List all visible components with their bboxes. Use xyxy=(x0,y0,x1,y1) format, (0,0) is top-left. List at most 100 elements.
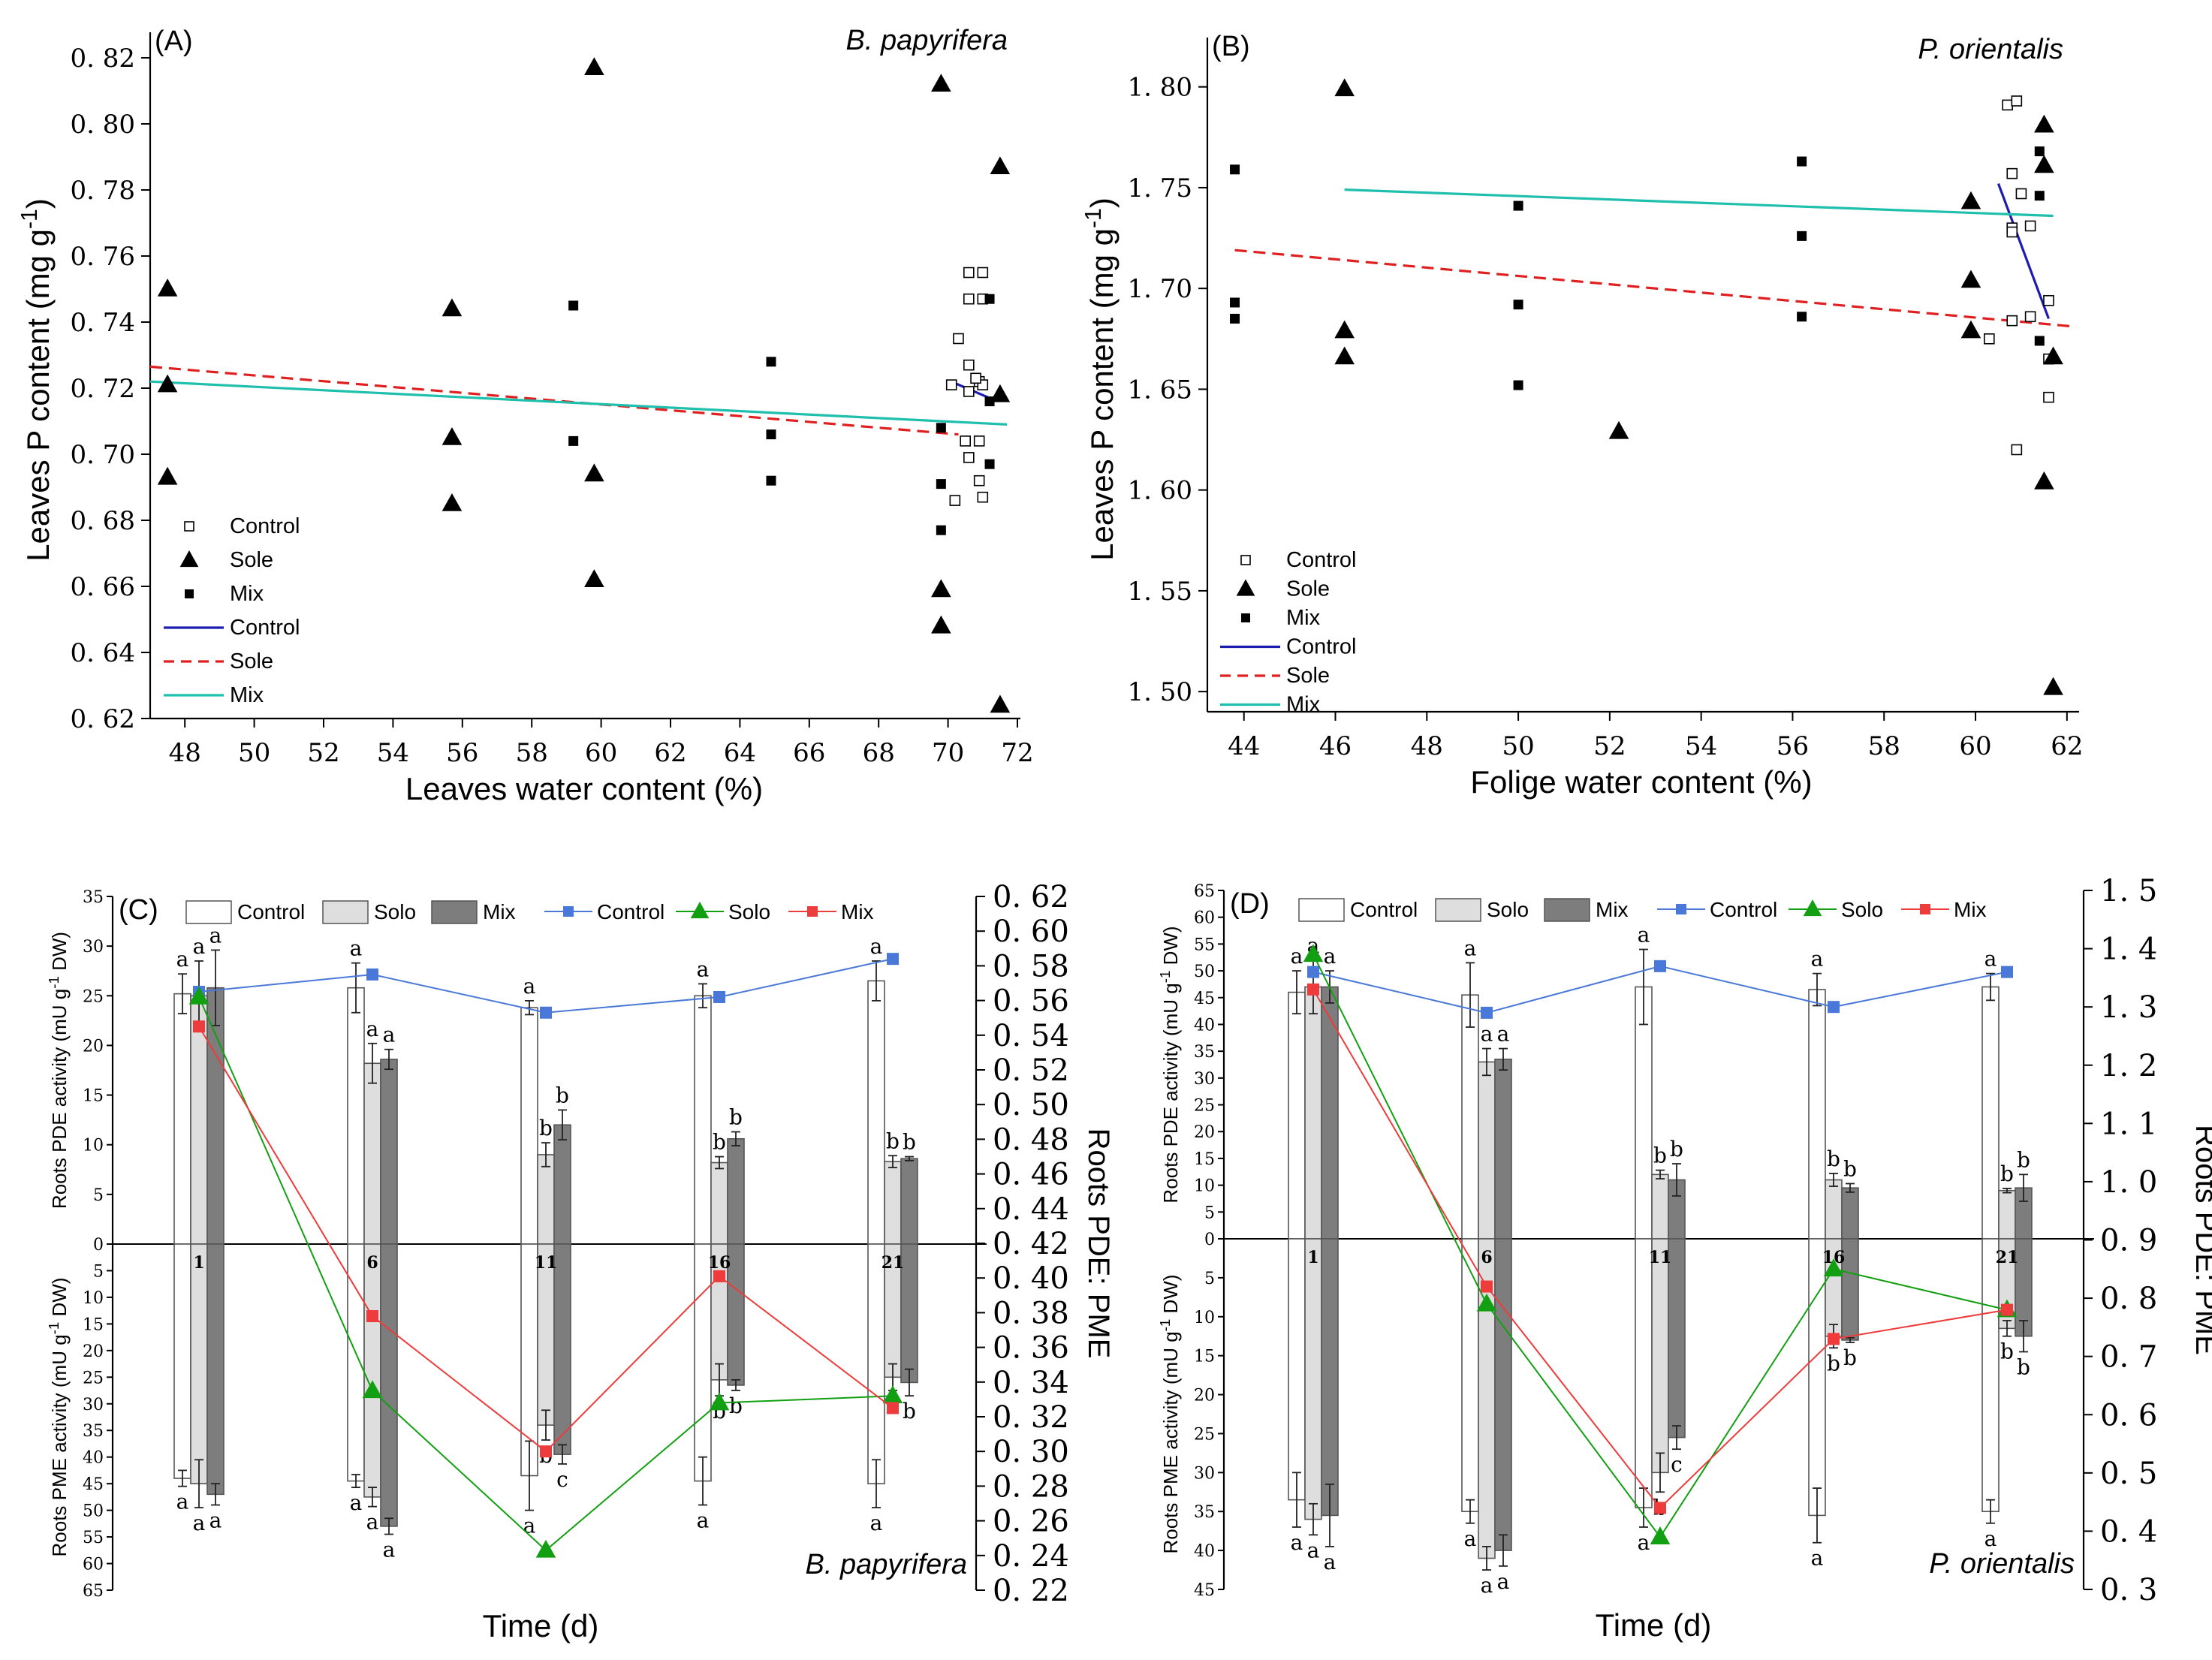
legend-label: Sole xyxy=(230,548,273,572)
right-tick-label: 0. 44 xyxy=(993,1192,1069,1227)
pme-significance-letter: a xyxy=(193,1511,206,1535)
y-tick-label: 0. 64 xyxy=(70,638,135,668)
ratio-axis-label: Roots PDE: PME xyxy=(1082,1128,1115,1359)
data-point-control xyxy=(953,333,964,345)
right-tick-label: 1. 3 xyxy=(2100,990,2157,1025)
right-tick-label: 1. 0 xyxy=(2100,1165,2157,1200)
pme-bar-solo xyxy=(190,1243,208,1484)
legend-swatch xyxy=(1435,898,1481,922)
x-tick-label: 46 xyxy=(1319,731,1352,761)
pme-axis-label: Roots PME activity (mU g-1 DW) xyxy=(1157,1274,1182,1553)
ratio-point-control xyxy=(887,953,899,966)
y-tick-label: 1. 70 xyxy=(1127,274,1192,304)
data-point-control xyxy=(2006,226,2018,238)
data-point-mix xyxy=(2034,191,2045,201)
pde-tick-label: 10 xyxy=(83,1137,104,1155)
data-point-control xyxy=(1984,333,1995,345)
x-tick-label: 60 xyxy=(1959,731,1991,761)
data-point-sole xyxy=(990,156,1011,174)
ratio-point-solo xyxy=(188,986,209,1005)
data-point-control xyxy=(2024,220,2036,232)
pme-bar-control xyxy=(867,1243,885,1484)
ratio-point-solo xyxy=(535,1539,556,1558)
pme-bar-solo xyxy=(1304,1238,1322,1520)
legend-swatch xyxy=(1544,898,1590,922)
pde-tick-label: 25 xyxy=(1194,1097,1215,1116)
right-tick-label: 0. 9 xyxy=(2100,1224,2157,1258)
data-point-sole xyxy=(931,74,951,92)
species-label: B. papyrifera xyxy=(806,1549,967,1580)
pde-tick-label: 60 xyxy=(1194,909,1215,928)
right-tick-label: 1. 4 xyxy=(2100,932,2157,967)
ratio-point-mix xyxy=(2001,1303,2013,1316)
ratio-point-solo xyxy=(362,1380,383,1399)
x-tick-label: 64 xyxy=(724,738,756,768)
legend-label: Solo xyxy=(728,900,770,923)
legend-label: Solo xyxy=(374,900,416,923)
right-tick-label: 0. 26 xyxy=(993,1505,1069,1539)
pde-significance-letter: b xyxy=(903,1130,916,1155)
pde-bar-control xyxy=(520,1007,538,1245)
pde-tick-label: 45 xyxy=(1194,990,1215,1008)
data-point-control xyxy=(2002,99,2013,111)
data-point-sole xyxy=(931,615,951,634)
pde-tick-label: 30 xyxy=(1194,1070,1215,1089)
pme-significance-letter: a xyxy=(176,1490,189,1514)
pde-significance-letter: a xyxy=(383,1023,396,1047)
legend-label: Mix xyxy=(483,900,516,923)
right-tick-label: 0. 3 xyxy=(2100,1573,2157,1607)
pme-significance-letter: a xyxy=(1811,1546,1824,1571)
pde-bar-control xyxy=(1981,986,2000,1240)
pde-bar-control xyxy=(694,995,712,1245)
time-label: 1 xyxy=(1307,1248,1318,1267)
pde-bar-solo xyxy=(884,1161,902,1245)
data-point-sole xyxy=(584,463,604,482)
y-tick-label: 0. 76 xyxy=(70,242,135,272)
x-axis-label: Leaves water content (%) xyxy=(405,771,763,806)
data-point-mix xyxy=(766,357,776,367)
pde-bar-mix xyxy=(206,987,225,1245)
right-tick-label: 0. 60 xyxy=(993,914,1069,949)
y-tick-label: 1. 60 xyxy=(1127,476,1192,506)
pme-significance-letter: b xyxy=(2000,1339,2014,1364)
pme-tick-label: 20 xyxy=(83,1342,104,1361)
data-point-mix xyxy=(936,525,946,535)
pde-bar-control xyxy=(1288,991,1306,1240)
data-point-control xyxy=(963,359,975,371)
x-tick-label: 68 xyxy=(863,738,895,768)
pde-tick-label: 20 xyxy=(83,1037,104,1056)
pde-significance-letter: a xyxy=(1811,947,1824,972)
x-tick-label: 58 xyxy=(516,738,548,768)
legend-label: Mix xyxy=(1286,606,1321,630)
legend-label: Sole xyxy=(230,649,273,673)
y-tick-label: 0. 78 xyxy=(70,176,135,206)
ratio-point-mix xyxy=(1828,1333,1840,1345)
pde-significance-letter: b xyxy=(713,1130,726,1155)
legend-label: Mix xyxy=(230,683,264,707)
data-point-mix xyxy=(1513,300,1523,310)
ratio-point-control xyxy=(1481,1006,1493,1019)
pde-tick-label: 0 xyxy=(1204,1231,1215,1249)
pde-bar-mix xyxy=(380,1059,398,1245)
pde-bar-control xyxy=(867,980,885,1245)
pme-significance-letter: a xyxy=(1464,1526,1477,1551)
pme-tick-label: 65 xyxy=(83,1582,104,1601)
right-tick-label: 0. 54 xyxy=(993,1019,1069,1053)
data-point-control xyxy=(2043,391,2054,403)
ratio-point-mix xyxy=(366,1310,378,1323)
ratio-point-solo xyxy=(1303,944,1324,963)
legend-label: Mix xyxy=(1596,898,1629,921)
pme-significance-letter: a xyxy=(366,1510,379,1535)
legend-marker xyxy=(563,906,574,917)
legend-label: Control xyxy=(1286,635,1357,659)
ratio-point-solo xyxy=(709,1392,730,1411)
pde-significance-letter: a xyxy=(209,923,222,947)
data-point-mix xyxy=(984,294,995,304)
x-axis-label: Time (d) xyxy=(1596,1607,1712,1643)
x-tick-label: 50 xyxy=(238,738,270,768)
ratio-point-mix xyxy=(1481,1280,1493,1293)
pme-significance-letter: a xyxy=(1307,1538,1320,1562)
pde-tick-label: 15 xyxy=(83,1087,104,1106)
legend-swatch xyxy=(1298,898,1345,922)
time-label: 21 xyxy=(1996,1248,2019,1267)
